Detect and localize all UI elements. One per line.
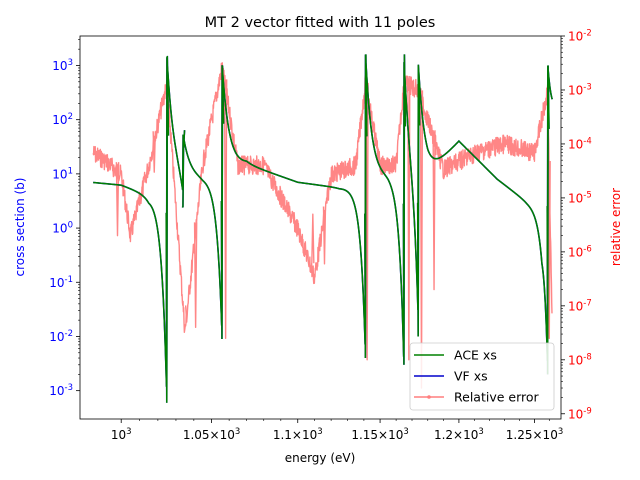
left-tick-label-0: 10-3 — [49, 383, 73, 398]
right-tick-label-2: 10-7 — [568, 298, 592, 313]
x-tick-label-3: 1.15×103 — [351, 427, 408, 442]
x-axis-ticks: 103 1.05×103 1.1×103 1.15×103 1.2×103 1.25×10… — [111, 419, 563, 442]
x-tick-label-0: 103 — [111, 427, 132, 442]
right-tick-label-7: 10-2 — [568, 29, 592, 44]
x-tick-label-2: 1.1×103 — [273, 427, 323, 442]
left-tick-label-6: 103 — [52, 58, 73, 73]
ace-xs-series — [93, 54, 553, 403]
chart-title: MT 2 vector fitted with 11 poles — [205, 15, 436, 31]
left-tick-label-4: 101 — [52, 166, 73, 181]
right-tick-label-0: 10-9 — [568, 406, 592, 421]
right-tick-label-1: 10-8 — [568, 352, 592, 367]
right-tick-label-4: 10-5 — [568, 190, 592, 205]
legend-label-vf: VF xs — [454, 369, 488, 384]
left-axis-ticks: 10-3 10-2 10-1 100 101 102 103 — [49, 39, 80, 398]
left-axis-label: cross section (b) — [13, 178, 27, 277]
right-tick-label-6: 10-3 — [568, 82, 592, 97]
right-tick-label-5: 10-4 — [568, 136, 592, 151]
left-tick-label-5: 102 — [52, 112, 73, 127]
right-axis-label: relative error — [609, 188, 623, 266]
legend-label-error: Relative error — [454, 390, 540, 405]
ace-xs-line — [93, 54, 553, 403]
left-tick-label-3: 100 — [52, 221, 73, 236]
x-tick-label-5: 1.25×103 — [506, 427, 563, 442]
x-axis-label: energy (eV) — [285, 451, 356, 465]
legend-label-ace: ACE xs — [454, 348, 497, 363]
x-tick-label-1: 1.05×103 — [183, 427, 240, 442]
legend-box — [409, 342, 555, 411]
left-tick-label-1: 10-2 — [49, 329, 73, 344]
x-tick-label-4: 1.2×103 — [434, 427, 484, 442]
plot-frame — [79, 35, 562, 420]
right-tick-label-3: 10-6 — [568, 244, 592, 259]
legend-marker-error — [427, 395, 431, 399]
left-tick-label-2: 10-1 — [49, 275, 73, 290]
right-axis-ticks: 10-9 10-8 10-7 10-6 10-5 10-4 10-3 10-2 — [561, 29, 592, 421]
legend: ACE xs VF xs Relative error — [409, 342, 555, 411]
